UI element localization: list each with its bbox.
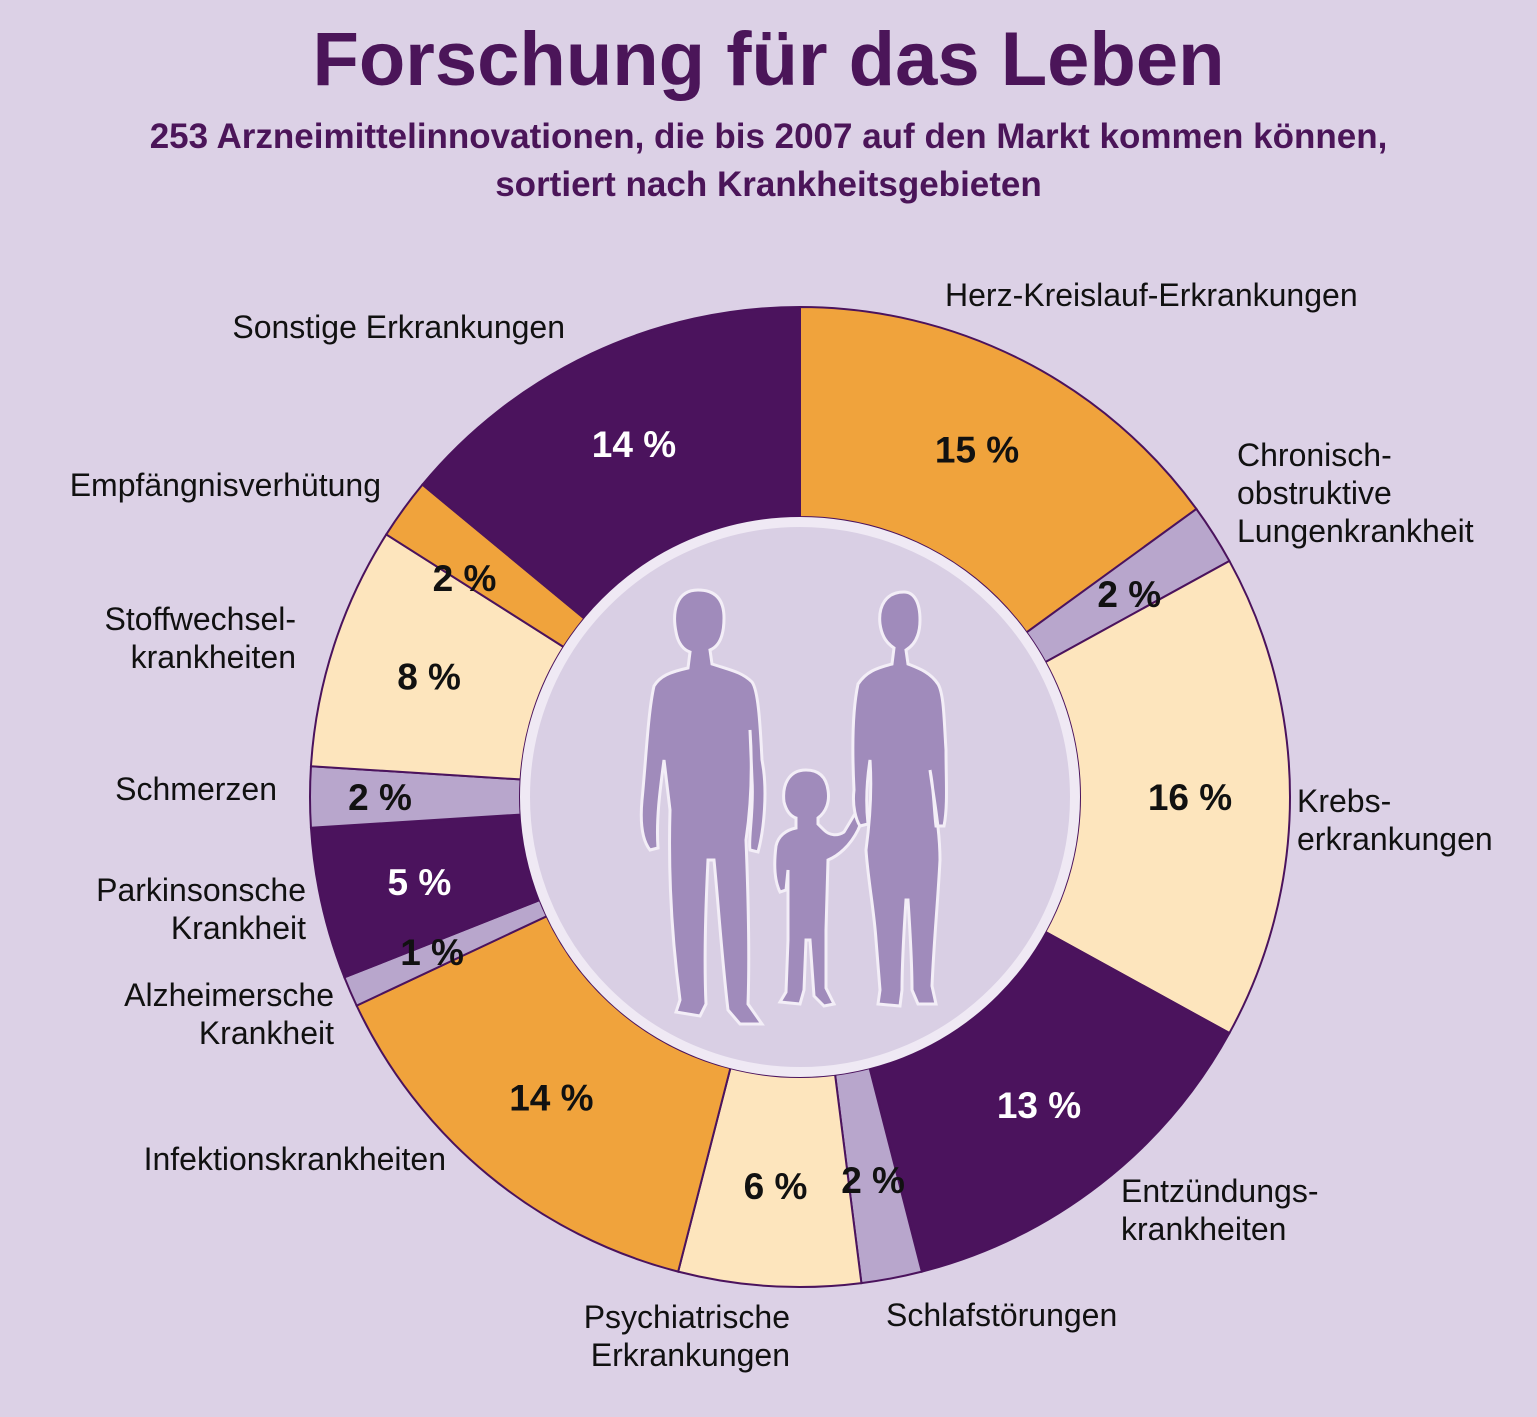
percent-label-sonstige-erkrankungen: 14 % <box>592 424 676 465</box>
man-silhouette-icon <box>639 588 767 1026</box>
percent-label-psychiatrische-erkrankungen: 6 % <box>744 1166 808 1207</box>
category-label-infektionskrankheiten: Infektionskrankheiten <box>144 1141 446 1177</box>
category-label-psychiatrische-erkrankungen: Psychiatrische Erkrankungen <box>584 1299 790 1373</box>
category-label-sonstige-erkrankungen: Sonstige Erkrankungen <box>232 309 565 345</box>
category-label-entzundungs-krankheiten: Entzündungs-krankheiten <box>1121 1173 1318 1247</box>
category-label-empfangnisverhutung: Empfängnisverhütung <box>70 467 381 503</box>
percent-label-empfangnisverhutung: 2 % <box>433 558 497 599</box>
chart-subtitle: 253 Arzneimittelinnovationen, die bis 20… <box>0 113 1537 209</box>
subtitle-line-1: 253 Arzneimittelinnovationen, die bis 20… <box>149 117 1388 156</box>
percent-label-stoffwechsel-krankheiten: 8 % <box>397 656 461 697</box>
percent-label-infektionskrankheiten: 14 % <box>509 1078 593 1119</box>
category-label-schmerzen: Schmerzen <box>115 771 277 807</box>
category-label-parkinsonsche-krankheit: Parkinsonsche Krankheit <box>96 872 306 946</box>
slice-sonstige-erkrankungen <box>421 305 801 620</box>
percent-label-schmerzen: 2 % <box>348 777 412 818</box>
percent-label-herz-kreislauf-erkrankungen: 15 % <box>935 430 1019 471</box>
slice-krebs-erkrankungen <box>1044 559 1291 1035</box>
woman-silhouette-icon <box>851 590 948 1008</box>
category-label-krebs-erkrankungen: Krebs-erkrankungen <box>1297 783 1493 857</box>
child-silhouette-icon <box>773 768 866 1008</box>
subtitle-line-2: sortiert nach Krankheitsgebieten <box>495 165 1042 204</box>
people-illustration <box>639 588 948 1026</box>
percent-label-krebs-erkrankungen: 16 % <box>1148 777 1232 818</box>
donut-slices <box>309 305 1291 1288</box>
percent-labels: 15 % 2 % 16 % 13 % 2 % 6 % 14 % 1 % 5 % 2 % 8 % 2 %… <box>348 424 1232 1207</box>
chart-title: Forschung für das Leben <box>312 17 1225 102</box>
percent-label-parkinsonsche-krankheit: 5 % <box>388 862 452 903</box>
category-label-stoffwechsel-krankheiten: Stoffwechsel-krankheiten <box>105 601 297 675</box>
category-label-schlafstorungen: Schlafstörungen <box>886 1297 1117 1333</box>
category-labels: Herz-Kreislauf-Erkrankungen Chronisch-obs… <box>70 277 1493 1373</box>
percent-label-schlafstorungen: 2 % <box>841 1160 905 1201</box>
category-label-chronisch-obstruktive-lungenkrankheit: Chronisch-obstruktive Lungenkrankheit <box>1237 437 1474 549</box>
category-label-alzheimersche-krankheit: Alzheimersche Krankheit <box>124 977 334 1051</box>
percent-label-alzheimersche-krankheit: 1 % <box>400 932 464 973</box>
percent-label-chronisch-obstruktive-lungenkrankheit: 2 % <box>1097 574 1161 615</box>
percent-label-entzundungs-krankheiten: 13 % <box>997 1085 1081 1126</box>
category-label-herz-kreislauf-erkrankungen: Herz-Kreislauf-Erkrankungen <box>945 277 1358 313</box>
